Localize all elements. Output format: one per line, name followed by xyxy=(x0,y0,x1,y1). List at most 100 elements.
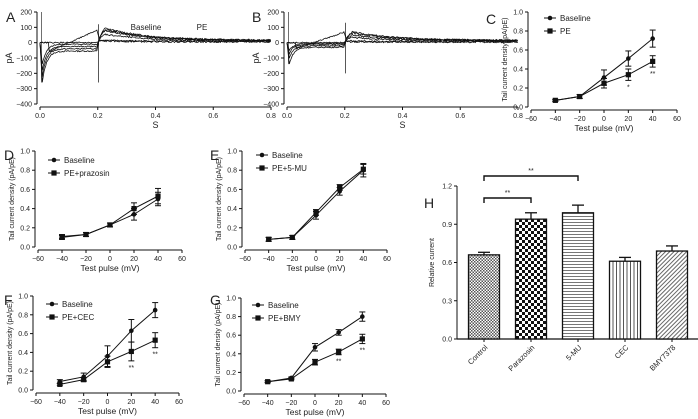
y-tick-label: −400 xyxy=(263,102,279,109)
x-tick-label: −40 xyxy=(549,116,561,123)
data-point xyxy=(266,236,272,242)
y-tick-label: 0.2 xyxy=(18,369,28,376)
significance-bracket xyxy=(483,197,532,203)
y-axis-label: pA xyxy=(4,52,14,63)
data-point xyxy=(312,344,318,350)
y-tick-label: 0.2 xyxy=(513,86,523,93)
panel-label: E xyxy=(210,147,219,163)
y-tick-label: 0.8 xyxy=(513,29,523,36)
series-line-square xyxy=(61,195,159,238)
data-point xyxy=(359,336,365,342)
y-tick-label: 0.6 xyxy=(227,187,237,194)
y-tick-label: 0.6 xyxy=(18,331,28,338)
y-axis-label: Tail current density (pA/pE) xyxy=(216,157,223,241)
category-label: BMY7378 xyxy=(648,343,678,373)
panel-label: H xyxy=(424,195,434,211)
x-tick-label: −20 xyxy=(78,399,90,406)
x-tick-label: 0.4 xyxy=(151,113,161,120)
category-label: Parazosin xyxy=(506,343,536,373)
data-point xyxy=(650,58,656,64)
legend-marker xyxy=(49,301,55,307)
y-tick-label: 1.2 xyxy=(442,184,452,191)
y-tick-label: 0.0 xyxy=(513,105,523,112)
chart-panel-g: 0.0 0.2 0.4 0.6 0.8 1.0 −60 −40 −20 0 20 40 60 Test p… xyxy=(210,292,390,417)
x-tick-label: 0 xyxy=(106,399,110,406)
y-tick-label: 0.4 xyxy=(227,206,237,213)
chart-panel-a: −400 −300 −200 −100 0 100 200 0.0 0.2 0.4 0.6 0.8 Sp… xyxy=(4,9,276,130)
x-tick-label: −60 xyxy=(30,399,42,406)
y-axis-label: Tail current density (pA/pE) xyxy=(502,17,509,101)
significance-label: ** xyxy=(505,190,511,197)
y-tick-label: 100 xyxy=(267,25,279,32)
x-tick-label: 60 xyxy=(383,256,391,263)
x-tick-label: 0.6 xyxy=(208,113,218,120)
data-point xyxy=(360,314,365,319)
x-axis-label: Test pulse (mV) xyxy=(285,407,344,417)
y-tick-label: −300 xyxy=(263,86,279,93)
y-axis-label: pA xyxy=(251,52,261,63)
panel-label: F xyxy=(4,292,13,308)
x-tick-label: −60 xyxy=(239,256,251,263)
y-tick-label: 0.4 xyxy=(20,206,30,213)
y-tick-label: 0.4 xyxy=(18,350,28,357)
condition-label: PE xyxy=(197,23,208,32)
x-tick-label: −40 xyxy=(263,256,275,263)
y-tick-label: 0.3 xyxy=(442,298,452,305)
panel-label: C xyxy=(486,11,496,27)
chart-panel-f: 0.0 0.2 0.4 0.6 0.8 1.0 −60 −40 −20 0 20 40 60 Test p… xyxy=(4,292,183,416)
current-trace xyxy=(39,29,272,53)
legend-marker xyxy=(51,170,57,176)
panel-label: B xyxy=(252,9,261,25)
significance-label: ** xyxy=(152,352,158,359)
x-tick-label: 0 xyxy=(314,256,318,263)
legend-marker xyxy=(259,152,265,158)
data-point xyxy=(128,348,134,355)
x-axis-label: Test pulse (mV) xyxy=(286,263,345,273)
y-tick-label: 0.9 xyxy=(442,222,452,229)
bar xyxy=(561,212,595,340)
y-tick-label: 0.2 xyxy=(226,370,236,377)
x-tick-label: −20 xyxy=(574,116,586,123)
y-tick-label: 200 xyxy=(267,10,279,17)
current-trace xyxy=(286,30,518,50)
y-axis-label: Relative current xyxy=(429,238,436,287)
x-tick-label: −60 xyxy=(32,256,44,263)
legend-label: Baseline xyxy=(272,151,303,160)
y-axis-label: Tail current density (pA/pE) xyxy=(9,157,16,241)
chart-panel-e: 0.0 0.2 0.4 0.6 0.8 1.0 −60 −40 −20 0 20 40 60 Test p… xyxy=(210,147,391,273)
y-tick-label: 0.8 xyxy=(18,312,28,319)
category-label: Control xyxy=(466,343,490,367)
legend-marker xyxy=(547,28,553,34)
data-point xyxy=(81,377,87,383)
bar xyxy=(608,260,642,340)
x-tick-label: 0.4 xyxy=(398,113,408,120)
data-point xyxy=(312,359,318,365)
x-tick-label: 0.2 xyxy=(340,113,350,120)
data-point xyxy=(83,231,89,238)
bar xyxy=(655,250,689,340)
significance-label: ** xyxy=(129,365,135,372)
y-axis-label: Tail current density (pA/pE) xyxy=(7,301,14,385)
data-point xyxy=(552,97,558,103)
y-tick-label: 0.6 xyxy=(442,260,452,267)
bar xyxy=(467,254,501,340)
y-tick-label: −400 xyxy=(16,102,32,109)
x-tick-label: 60 xyxy=(178,256,186,263)
x-tick-label: 0 xyxy=(108,256,112,263)
y-tick-label: 0.0 xyxy=(227,245,237,252)
y-tick-label: 0.4 xyxy=(226,351,236,358)
x-tick-label: 40 xyxy=(649,116,657,123)
series-line-square xyxy=(268,168,364,240)
legend-label: PE+BMY xyxy=(268,314,301,323)
y-tick-label: 1.0 xyxy=(226,296,236,303)
series-line-circle xyxy=(61,198,159,237)
y-tick-label: 0.2 xyxy=(227,225,237,232)
x-tick-label: 20 xyxy=(130,256,138,263)
y-tick-label: 1.0 xyxy=(227,149,237,156)
current-trace xyxy=(39,27,271,83)
x-tick-label: 0.0 xyxy=(282,113,292,120)
data-point xyxy=(152,337,158,343)
panel-label: G xyxy=(210,292,221,308)
x-tick-label: 60 xyxy=(673,116,681,123)
